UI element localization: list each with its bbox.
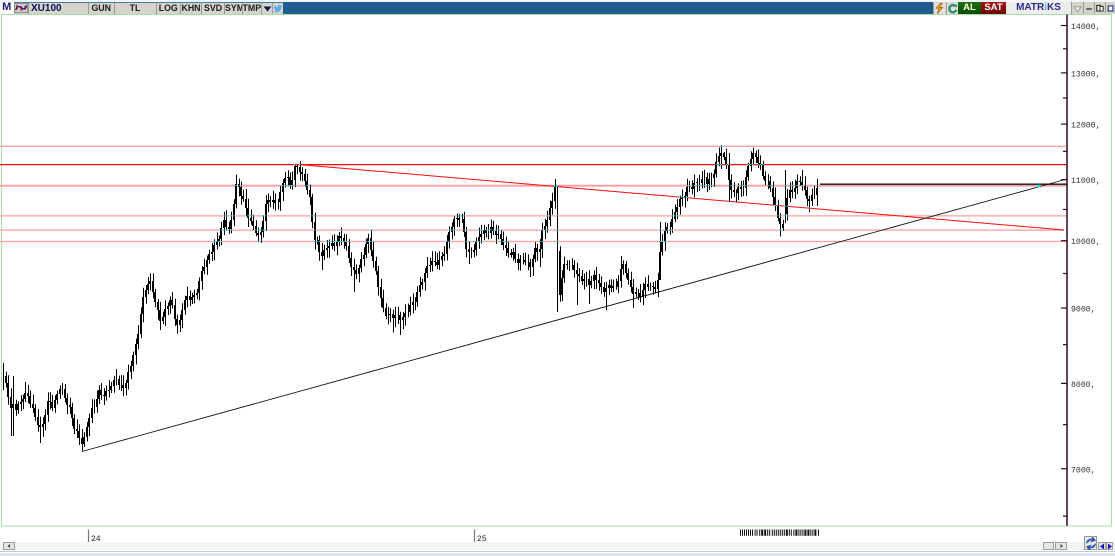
svg-text:14000,: 14000, [1071, 23, 1100, 32]
svg-text:11000,: 11000, [1071, 177, 1100, 186]
svg-text:12000,: 12000, [1071, 122, 1100, 131]
svg-text:25: 25 [477, 535, 487, 544]
svg-text:13000,: 13000, [1071, 70, 1100, 79]
svg-text:10000,: 10000, [1071, 238, 1100, 247]
svg-text:7000,: 7000, [1071, 466, 1096, 475]
svg-text:8000,: 8000, [1071, 381, 1096, 390]
svg-text:24: 24 [91, 535, 101, 544]
svg-text:9000,: 9000, [1071, 306, 1096, 315]
